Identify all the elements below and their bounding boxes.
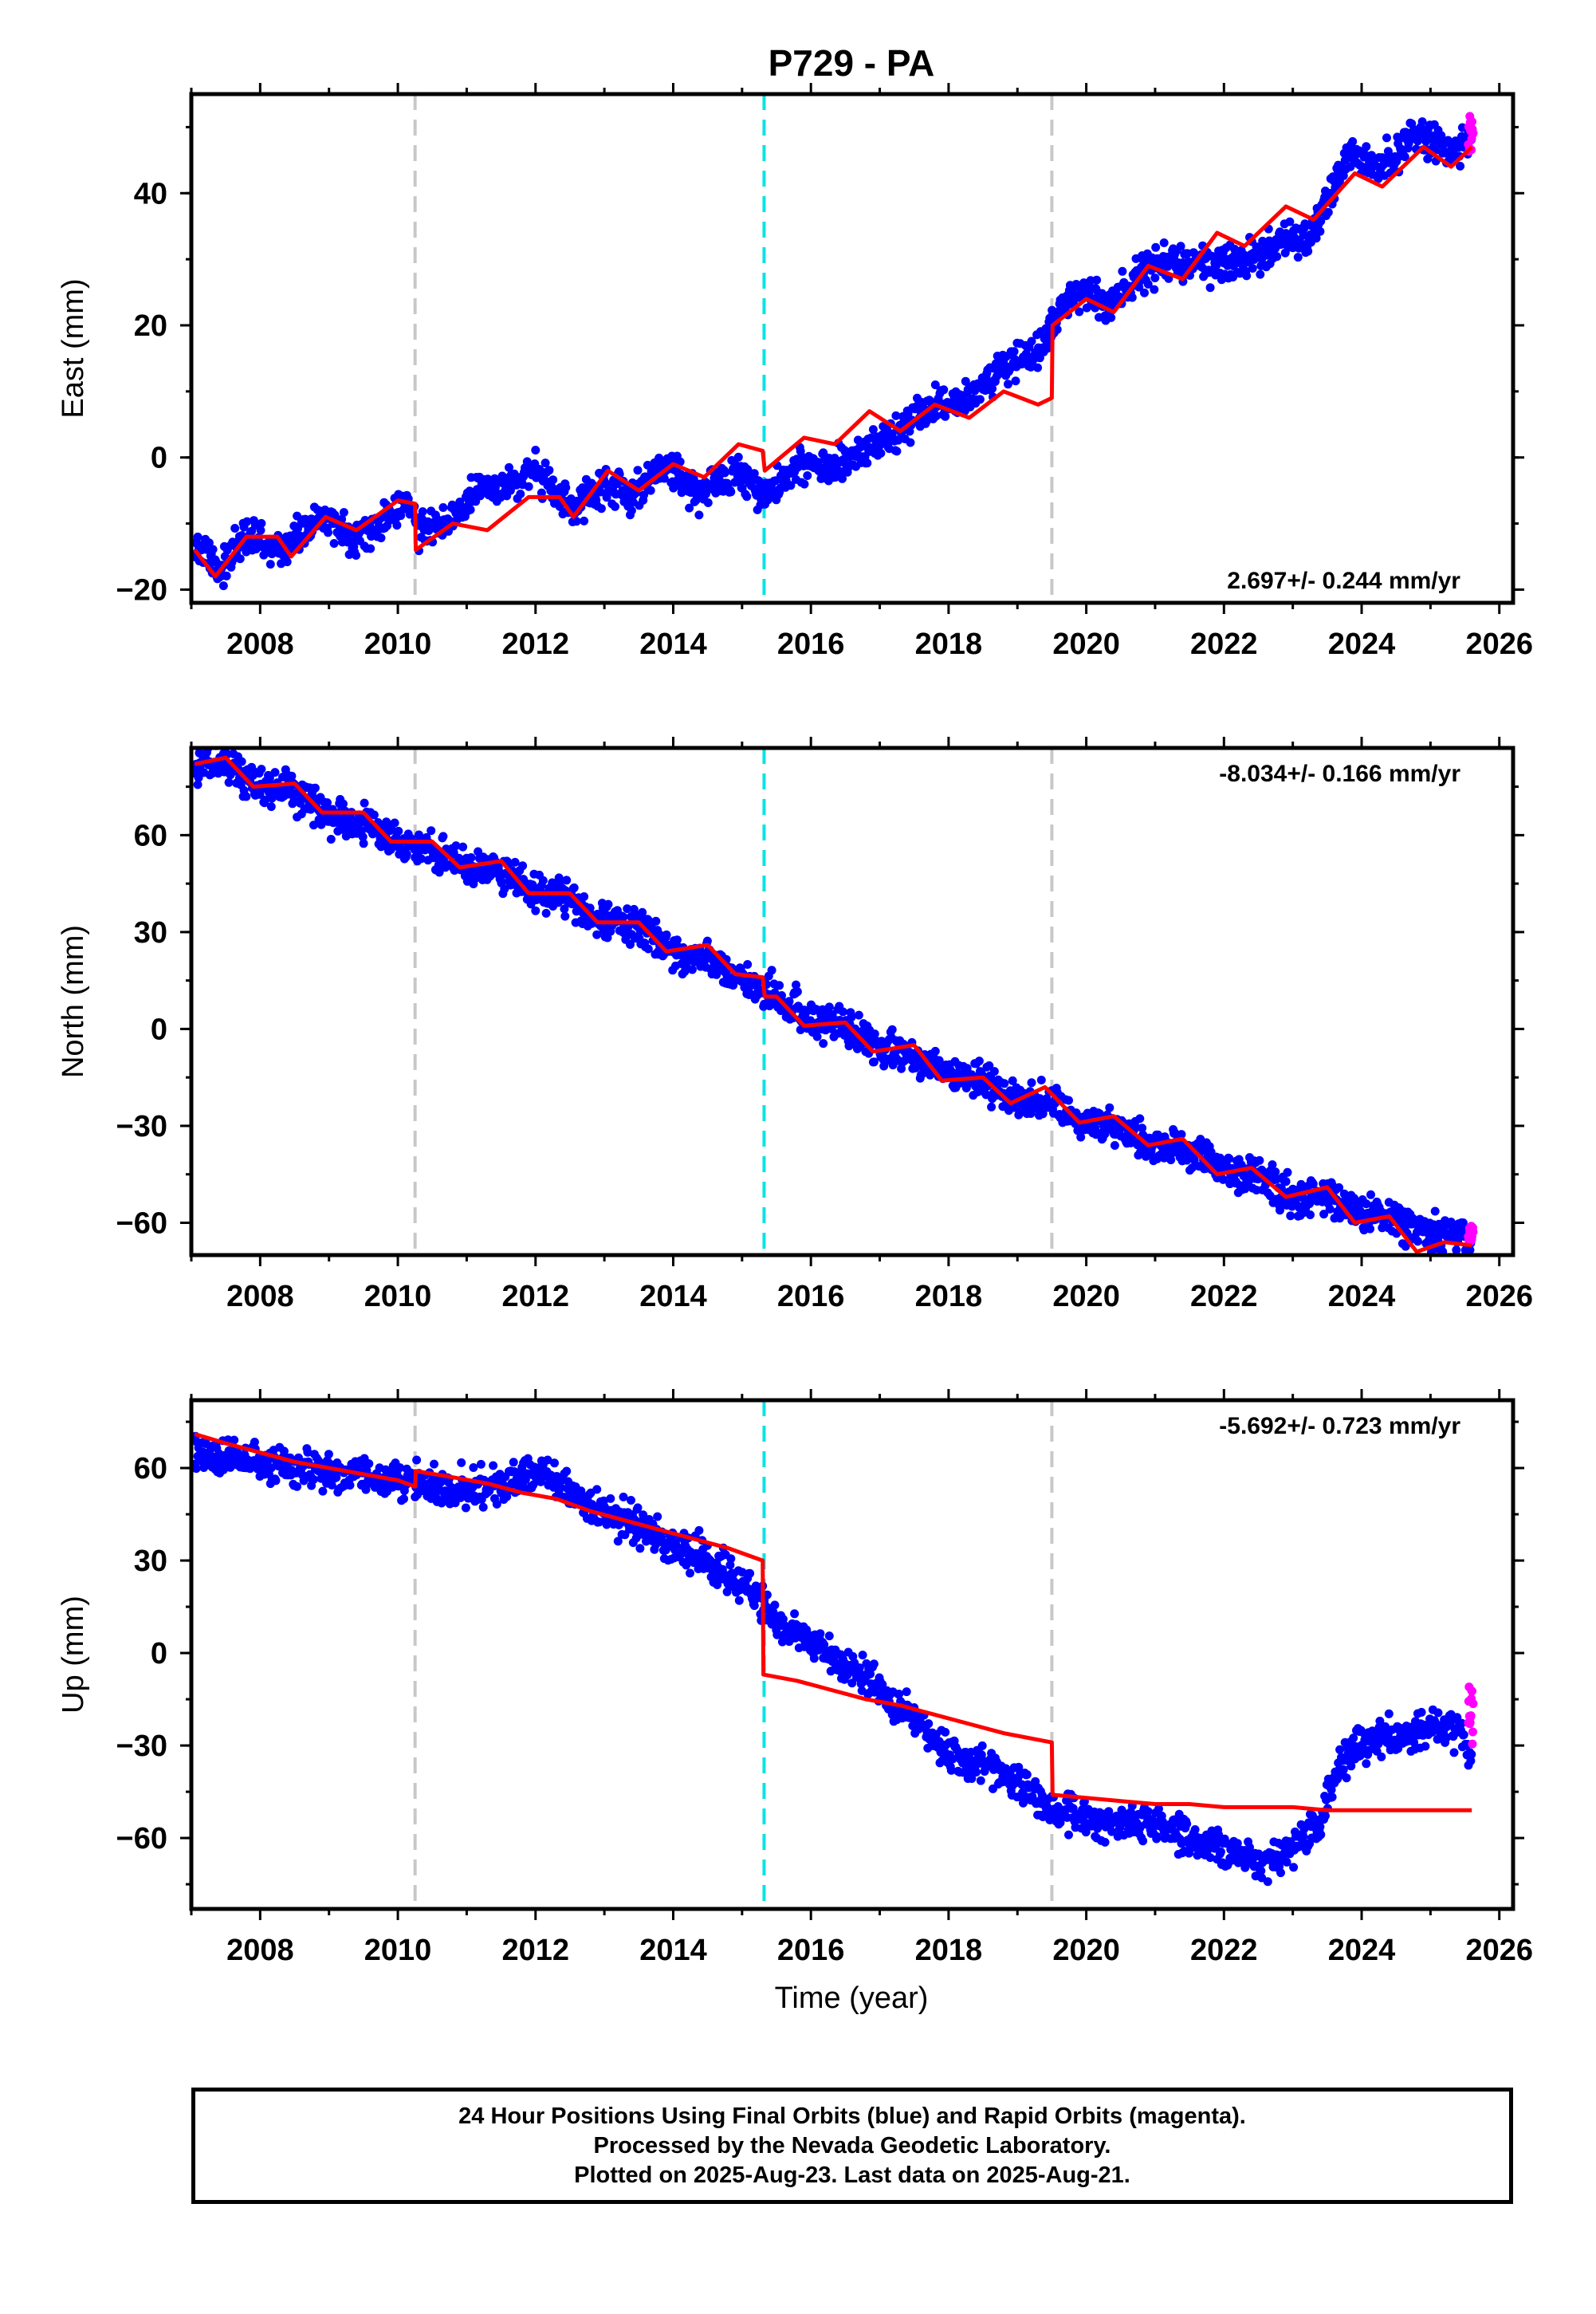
y-tick-label: 0 [151,1013,167,1046]
velocity-label-east: 2.697+/- 0.244 mm/yr [1227,568,1460,594]
rapid-point [1466,1711,1476,1721]
final-orbit-points-up [191,1431,1476,1887]
x-tick-label: 2008 [226,1934,294,1967]
y-tick-label: −60 [116,1206,167,1240]
footer-line-1: 24 Hour Positions Using Final Orbits (bl… [458,2103,1246,2129]
y-tick-label: −30 [116,1110,167,1143]
plot-frame-north [189,746,1515,1257]
x-axis-label: Time (year) [775,1981,929,2015]
x-tick-label: 2010 [364,1280,432,1313]
y-tick-label: 60 [134,1452,167,1486]
rapid-orbit-points-up [1464,1682,1478,1749]
x-tick-label: 2018 [915,1280,983,1313]
y-axis-label-north: North (mm) [57,925,90,1078]
velocity-label-north: -8.034+/- 0.166 mm/yr [1219,761,1460,787]
y-tick-label: 40 [134,177,167,211]
x-tick-label: 2018 [915,1934,983,1967]
x-tick-label: 2008 [226,1280,294,1313]
final-orbit-points-north [191,748,1476,1255]
x-tick-label: 2012 [501,1934,569,1967]
x-tick-label: 2022 [1190,1280,1258,1313]
panel-up: 2008 2010 2012 2014 2016 2018 2020 2022 2024 2026… [57,1389,1533,1967]
rapid-point [1468,1699,1478,1709]
x-tick-label: 2020 [1052,1934,1120,1967]
rapid-point [1468,1739,1477,1749]
x-tick-label: 2024 [1328,1934,1396,1967]
panel-north: 2008 2010 2012 2014 2016 2018 2020 2022 2024 2026… [57,737,1533,1313]
x-tick-label: 2016 [777,628,845,661]
y-tick-label: 20 [134,309,167,343]
x-tick-label: 2010 [364,628,432,661]
rapid-point [1468,128,1478,138]
x-tick-label: 2010 [364,1934,432,1967]
x-tick-label: 2020 [1052,1280,1120,1313]
x-tick-label: 2020 [1052,628,1120,661]
chart-title: P729 - PA [769,42,935,84]
x-tick-label: 2026 [1465,628,1533,661]
x-tick-label: 2024 [1328,628,1396,661]
rapid-point [1468,1686,1477,1696]
y-tick-label: 60 [134,819,167,852]
rapid-orbit-points-east [1464,112,1478,156]
plot-area-north [191,748,1478,1255]
y-tick-label: −60 [116,1822,167,1856]
x-tick-label: 2014 [639,1280,707,1313]
x-tick-label: 2014 [639,1934,707,1967]
footer-line-3: Plotted on 2025-Aug-23. Last data on 202… [574,2162,1130,2188]
y-tick-label: 0 [151,442,167,475]
x-tick-label: 2014 [639,628,707,661]
x-tick-label: 2012 [501,1280,569,1313]
footer-box: 24 Hour Positions Using Final Orbits (bl… [191,2088,1513,2204]
model-line-up [194,1432,1472,1812]
y-tick-label: 30 [134,916,167,950]
y-axis-label-east: East (mm) [57,278,90,418]
x-tick-label: 2016 [777,1934,845,1967]
y-tick-label: 0 [151,1637,167,1671]
rapid-point [1468,117,1477,127]
velocity-label-up: -5.692+/- 0.723 mm/yr [1219,1413,1460,1439]
y-tick-label: −30 [116,1730,167,1763]
y-tick-label: 30 [134,1545,167,1578]
y-axis-label-up: Up (mm) [57,1596,90,1714]
y-tick-label: −20 [116,573,167,607]
x-tick-label: 2026 [1465,1934,1533,1967]
model-line-east [193,144,1473,579]
footer-line-2: Processed by the Nevada Geodetic Laborat… [593,2132,1111,2159]
rapid-point [1468,1727,1477,1737]
x-tick-label: 2022 [1190,628,1258,661]
plot-frame-up [189,1398,1515,1911]
plot-frame-east [189,92,1515,605]
x-tick-label: 2026 [1465,1280,1533,1313]
model-line-north [194,755,1472,1254]
panels: 2008 2010 2012 2014 2016 2018 2020 2022 2024 2026… [57,83,1533,1967]
x-tick-label: 2018 [915,628,983,661]
plot-area-east [191,94,1478,603]
x-tick-label: 2012 [501,628,569,661]
panel-east: 2008 2010 2012 2014 2016 2018 2020 2022 2024 2026… [57,83,1533,661]
plot-area-up [191,1400,1478,1909]
x-tick-label: 2022 [1190,1934,1258,1967]
x-tick-label: 2008 [226,628,294,661]
x-tick-label: 2016 [777,1280,845,1313]
final-orbit-points-east [191,117,1476,591]
x-tick-label: 2024 [1328,1280,1396,1313]
rapid-point [1468,1227,1478,1237]
